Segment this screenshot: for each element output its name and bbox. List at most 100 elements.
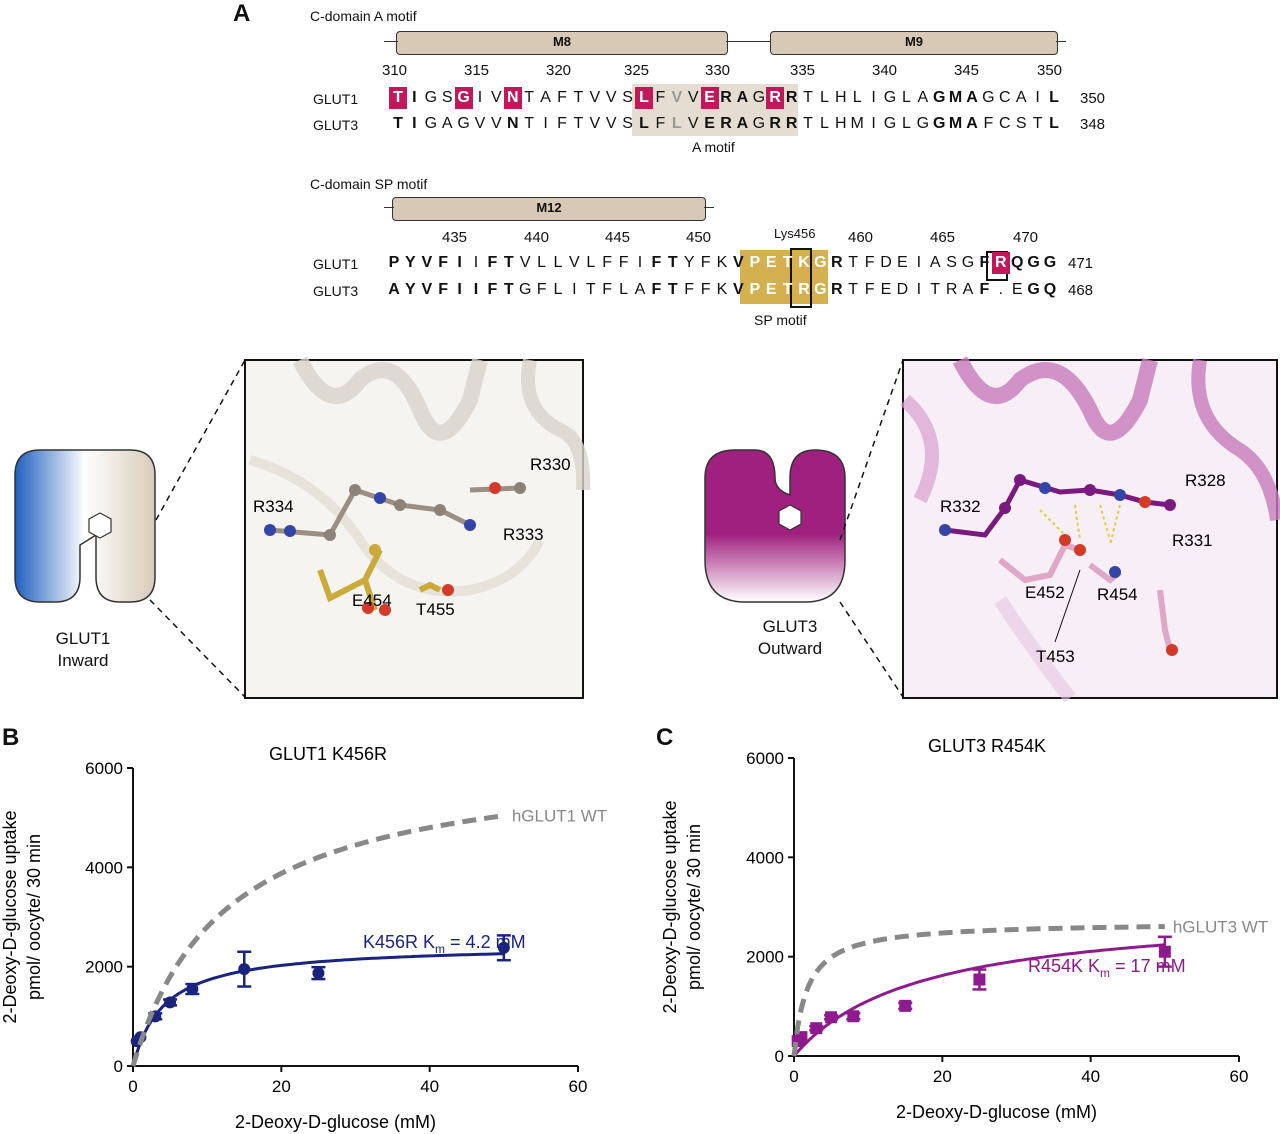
residue: F [700,254,711,271]
residue: C [999,89,1011,106]
residue: R [769,115,781,132]
residue: I [457,254,462,271]
glut3-res-r328: R328 [1185,471,1226,490]
residue: G [1043,254,1057,271]
y-axis-label: pmol/ oocyte/ 30 min [684,824,704,990]
x-tick-label: 60 [1230,1067,1249,1086]
residue: I [412,115,417,132]
residue: A [736,89,749,106]
residue: L [852,89,862,106]
glut1-res-t455: T455 [416,600,455,619]
data-point [899,999,912,1012]
data-point [312,967,325,980]
residue: E [880,281,892,298]
data-point [810,1022,823,1035]
residue: G [814,281,827,298]
residue: G [916,115,930,132]
residue-number: 445 [605,229,631,246]
wt-fit-curve [791,924,1165,1057]
residue: A [966,89,978,106]
glut3-res-r454: R454 [1097,585,1138,604]
residue: L [537,254,547,271]
residue: P [749,254,761,271]
residue: I [412,89,417,106]
residue: V [421,281,433,298]
residue: F [979,254,990,271]
glucose-hexagon [88,512,112,539]
zoom-line [149,599,246,698]
residue: L [671,115,682,132]
helix-connector [384,41,398,42]
residue: R [991,252,1010,274]
glut1-res-r330: R330 [530,455,571,474]
y-axis-label: 2-Deoxy-D-glucose uptake [0,810,20,1023]
chart-glut3-r454k: 0 2000 4000 6000 0 20 40 60 GLUT3 R454K 2-Deoxy-D… [660,736,1268,1122]
residue: G [982,89,995,106]
residue: V [519,254,531,271]
residue: S [622,115,633,132]
residue: T [848,254,859,271]
glut1-sp-name: GLUT1 [313,256,359,272]
data-point [186,983,199,996]
t453-pointer [1054,569,1081,643]
residue: V [671,89,683,106]
glut1-res-r334: R334 [253,497,294,516]
zoom-line [839,359,904,541]
residue: F [487,254,498,271]
residue: L [1049,89,1059,106]
residue: L [901,89,911,106]
residue: S [946,254,957,271]
helix-m12-label: M12 [536,200,562,215]
residue: V [589,89,601,106]
residue: A [388,281,400,298]
residue: V [605,115,617,132]
glut1-inset [244,356,591,699]
glut3-inset [900,356,1280,703]
zoom-line [839,601,904,698]
chart-glut1-k456r: 0 2000 4000 6000 0 20 40 60 GLUT1 K456R 2-Deoxy-D… [0,744,607,1132]
residue: T [585,281,596,298]
km-annotation: K456R Km = 4.2 mM [363,932,526,956]
residue-number: 435 [442,229,468,246]
residue: T [389,87,407,109]
residue: T [782,254,793,271]
helix-m9-label: M9 [904,34,924,49]
residue: I [543,115,548,132]
residue-number: 465 [930,229,956,246]
residue-number: 320 [546,62,572,79]
helix-m8: M8 [396,31,728,55]
glut1-sp-end: 471 [1068,255,1094,272]
residue: E [765,281,777,298]
helix-connector [1056,41,1066,42]
residue: V [569,254,580,271]
helix-connector [384,207,394,208]
residue: P [749,281,761,298]
residue: F [536,281,547,298]
residue: T [503,281,514,298]
residue: F [602,281,613,298]
residue-number: 310 [382,62,408,79]
residue: G [883,115,897,132]
residue: S [1015,115,1027,132]
residue: L [635,87,653,109]
residue: I [871,115,876,132]
glut1-schematic-body [14,449,156,603]
residue: T [782,281,793,298]
residue-number: 315 [464,62,490,79]
panel-c-label: C [656,724,674,751]
sp-motif-highlight [740,250,828,304]
residue: R [720,115,732,132]
y-tick-label: 6000 [85,759,123,778]
residue: F [655,89,666,106]
residue: Y [405,254,416,271]
glut3-a-end: 348 [1080,116,1106,133]
residue: V [421,254,433,271]
x-tick-label: 40 [1081,1067,1100,1086]
residue: G [457,115,470,132]
residue: F [651,281,662,298]
residue: K [716,254,728,271]
residue: G [814,254,827,271]
residue: N [503,87,522,109]
residue: L [553,281,563,298]
wt-series-label: hGLUT3 WT [1173,918,1268,937]
